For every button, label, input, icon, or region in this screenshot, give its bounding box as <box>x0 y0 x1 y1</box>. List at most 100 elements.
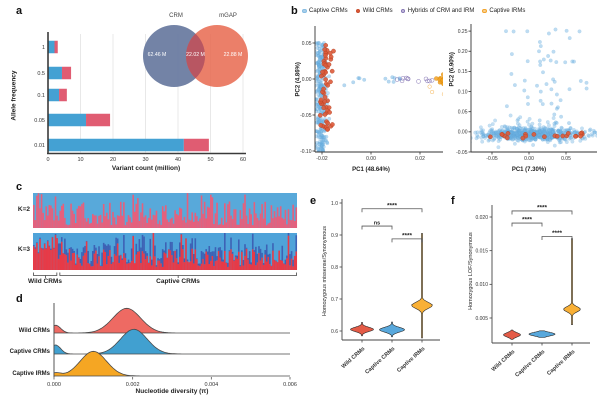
data-point <box>390 75 395 80</box>
data-point <box>595 130 597 135</box>
k2-bar <box>269 222 271 228</box>
k2-bar <box>197 221 200 228</box>
data-point <box>394 77 400 82</box>
legend-item-hybrids: Hybrids of CRM and IRM <box>400 8 474 14</box>
k3-bar-red <box>144 259 147 270</box>
data-point <box>536 132 541 137</box>
data-point <box>315 97 319 102</box>
data-point <box>529 130 533 135</box>
k2-bar <box>248 208 251 228</box>
data-point <box>425 78 430 84</box>
k2-bar <box>265 225 268 228</box>
structure-group-captive-label: Captive CRMs <box>156 278 200 285</box>
violin-2 <box>411 233 433 339</box>
k2-bar <box>124 225 127 228</box>
k2-bar <box>203 201 206 228</box>
data-point <box>559 129 563 134</box>
k2-bar <box>214 213 217 228</box>
k3-bar-red <box>130 260 133 270</box>
data-point <box>316 87 321 92</box>
legend-item-wild-crms: Wild CRMs <box>355 8 393 14</box>
captive-crms-dot-icon <box>302 8 307 14</box>
k2-bar <box>118 216 121 228</box>
data-point <box>557 138 562 143</box>
data-point <box>532 137 537 142</box>
k3-bar-red <box>34 248 37 270</box>
data-point <box>319 132 324 137</box>
k3-bar-darkblue <box>73 250 75 253</box>
data-point <box>558 129 563 134</box>
data-point <box>529 137 534 142</box>
data-point <box>538 132 543 137</box>
data-point <box>569 136 573 140</box>
k3-bar-darkblue <box>163 250 166 253</box>
k2-bar <box>185 222 187 228</box>
data-point <box>315 116 320 121</box>
bar-blue-0.5 <box>48 66 62 80</box>
k3-bar-red <box>245 248 248 270</box>
k3-bar-red <box>48 246 51 270</box>
k3-bar-red <box>205 251 207 270</box>
k3-bar-darkblue <box>84 245 86 253</box>
data-point <box>549 101 554 106</box>
data-point <box>441 92 443 96</box>
data-point <box>537 129 542 134</box>
x-tick-label: 0 <box>46 157 49 163</box>
data-point <box>527 116 532 121</box>
k2-bar <box>241 218 243 228</box>
data-point <box>547 132 552 137</box>
data-point <box>515 135 520 140</box>
k3-bar-darkblue <box>205 249 207 252</box>
data-point <box>319 78 324 83</box>
data-point <box>545 132 550 137</box>
data-point <box>537 134 542 139</box>
k3-bar-red <box>216 260 218 270</box>
data-point <box>549 87 554 92</box>
data-point <box>546 129 550 134</box>
data-point <box>323 53 328 58</box>
data-point <box>526 102 530 106</box>
data-point <box>315 97 319 102</box>
k3-bar-red <box>123 253 125 270</box>
data-point <box>320 149 325 152</box>
k3-bar-red <box>51 237 54 270</box>
k3-bar-darkblue <box>202 252 204 259</box>
data-point <box>545 133 550 138</box>
k2-bar <box>182 220 184 228</box>
k2-bar <box>295 207 298 228</box>
k3-bar-red <box>171 255 173 270</box>
data-point <box>317 130 321 135</box>
k3-bar-red <box>278 250 280 270</box>
data-point <box>504 29 508 34</box>
data-point <box>315 129 320 134</box>
k3-bar-darkblue <box>216 256 218 261</box>
data-point <box>318 127 323 132</box>
data-point <box>517 130 522 135</box>
data-point <box>517 131 522 136</box>
data-point <box>564 28 569 33</box>
data-point <box>328 79 333 85</box>
data-point <box>541 57 546 62</box>
k3-bar-red <box>87 263 89 270</box>
y-tick-label: 0.05 <box>458 110 468 116</box>
data-point <box>429 78 435 83</box>
k3-bar-darkblue <box>256 253 259 263</box>
data-point <box>502 124 507 129</box>
k3-bar-red <box>188 262 190 270</box>
y-tick-label: 0.20 <box>458 49 468 55</box>
k3-bar-darkblue <box>64 238 66 255</box>
k3-bar-red <box>199 266 201 270</box>
k2-bar <box>281 217 284 228</box>
data-point <box>317 63 321 68</box>
data-point <box>538 133 542 138</box>
k3-bar-red <box>113 254 116 270</box>
k3-bar-darkblue <box>154 245 156 257</box>
k2-bar <box>158 220 161 228</box>
k2-bar <box>68 224 71 228</box>
data-point <box>317 64 322 69</box>
k2-bar <box>168 221 170 228</box>
data-point <box>319 147 324 152</box>
data-point <box>512 125 517 130</box>
k3-bar-red <box>99 266 102 270</box>
data-point <box>487 123 492 128</box>
